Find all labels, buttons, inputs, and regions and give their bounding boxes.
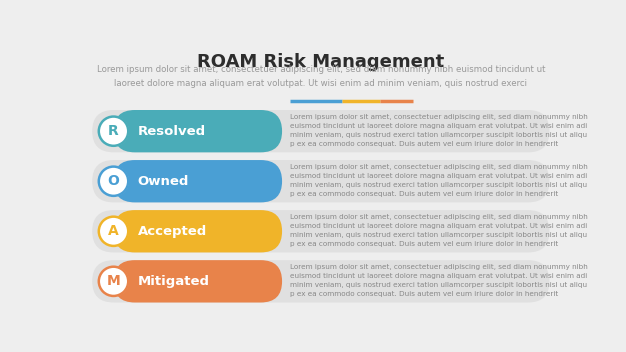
FancyBboxPatch shape xyxy=(92,160,550,202)
Text: Resolved: Resolved xyxy=(138,125,206,138)
Circle shape xyxy=(99,166,128,196)
Text: A: A xyxy=(108,224,119,238)
FancyBboxPatch shape xyxy=(92,110,550,152)
FancyBboxPatch shape xyxy=(113,260,282,302)
Circle shape xyxy=(99,267,128,296)
FancyBboxPatch shape xyxy=(92,260,550,302)
FancyBboxPatch shape xyxy=(113,210,282,252)
Circle shape xyxy=(99,117,128,146)
Text: M: M xyxy=(106,274,120,288)
Text: Lorem ipsum dolor sit amet, consectetuer adipiscing elit, sed diam nonummy nibh
: Lorem ipsum dolor sit amet, consectetuer… xyxy=(290,114,588,147)
Circle shape xyxy=(99,216,128,246)
Text: Accepted: Accepted xyxy=(138,225,207,238)
Text: O: O xyxy=(108,174,120,188)
FancyBboxPatch shape xyxy=(92,210,550,252)
Text: Lorem ipsum dolor sit amet, consectetuer adipiscing elit, sed diam nonummy nibh
: Lorem ipsum dolor sit amet, consectetuer… xyxy=(290,164,588,197)
Text: Lorem ipsum dolor sit amet, consectetuer adipiscing elit, sed diam nonummy nibh : Lorem ipsum dolor sit amet, consectetuer… xyxy=(96,65,545,88)
Text: Owned: Owned xyxy=(138,175,189,188)
Text: ROAM Risk Management: ROAM Risk Management xyxy=(197,53,444,71)
Text: Mitigated: Mitigated xyxy=(138,275,210,288)
Text: Lorem ipsum dolor sit amet, consectetuer adipiscing elit, sed diam nonummy nibh
: Lorem ipsum dolor sit amet, consectetuer… xyxy=(290,264,588,297)
FancyBboxPatch shape xyxy=(113,110,282,152)
Text: Lorem ipsum dolor sit amet, consectetuer adipiscing elit, sed diam nonummy nibh
: Lorem ipsum dolor sit amet, consectetuer… xyxy=(290,214,588,247)
Text: R: R xyxy=(108,124,119,138)
FancyBboxPatch shape xyxy=(113,160,282,202)
